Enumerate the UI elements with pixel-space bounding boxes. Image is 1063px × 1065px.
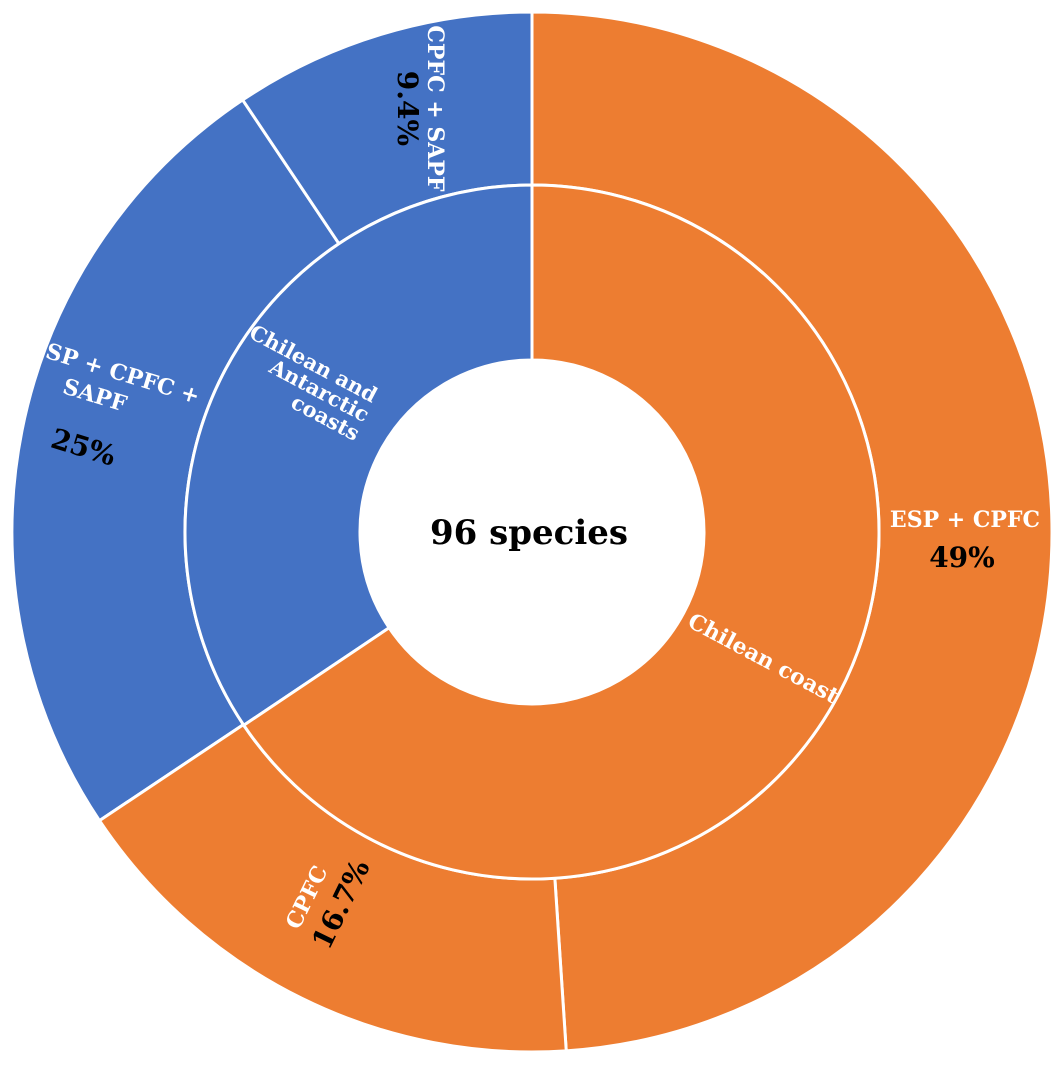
outer-ring: [10, 10, 1054, 1054]
label-cpfc-sapf: CPFC + SAPF: [422, 25, 448, 191]
center-hole: [360, 360, 704, 704]
center-label: 96 species: [430, 513, 628, 553]
label-esp-cpfc: ESP + CPFC: [890, 507, 1040, 533]
value-cpfc-sapf: 9.4%: [391, 71, 424, 146]
value-esp-cpfc: 49%: [929, 541, 995, 574]
inner-ring: [183, 183, 881, 881]
